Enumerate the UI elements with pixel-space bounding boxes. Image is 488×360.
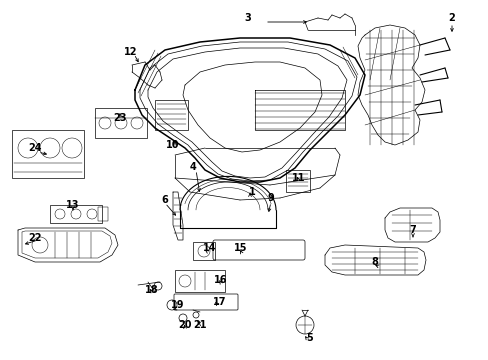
Text: 1: 1 [248,187,255,197]
Text: 10: 10 [166,140,180,150]
Bar [193,242,215,260]
Text: 16: 16 [214,275,227,285]
Bar [155,100,187,130]
Text: 22: 22 [28,233,41,243]
Text: 23: 23 [113,113,126,123]
Text: 18: 18 [145,285,159,295]
Bar [50,205,102,223]
Text: 9: 9 [267,193,274,203]
Text: 13: 13 [66,200,80,210]
Text: 7: 7 [409,225,415,235]
Text: 3: 3 [244,13,251,23]
Bar [285,170,309,192]
Text: 5: 5 [306,333,313,343]
Text: 2: 2 [447,13,454,23]
Bar [12,130,84,178]
Text: 24: 24 [28,143,41,153]
Text: 4: 4 [189,162,196,172]
Text: 20: 20 [178,320,191,330]
Text: 12: 12 [124,47,138,57]
Bar [175,270,224,292]
Bar [98,207,108,221]
Text: 6: 6 [162,195,168,205]
Text: 8: 8 [371,257,378,267]
Text: 11: 11 [292,173,305,183]
Text: 14: 14 [203,243,216,253]
Text: 17: 17 [213,297,226,307]
Text: 21: 21 [193,320,206,330]
Text: 15: 15 [234,243,247,253]
Bar [95,108,147,138]
Text: 19: 19 [171,300,184,310]
